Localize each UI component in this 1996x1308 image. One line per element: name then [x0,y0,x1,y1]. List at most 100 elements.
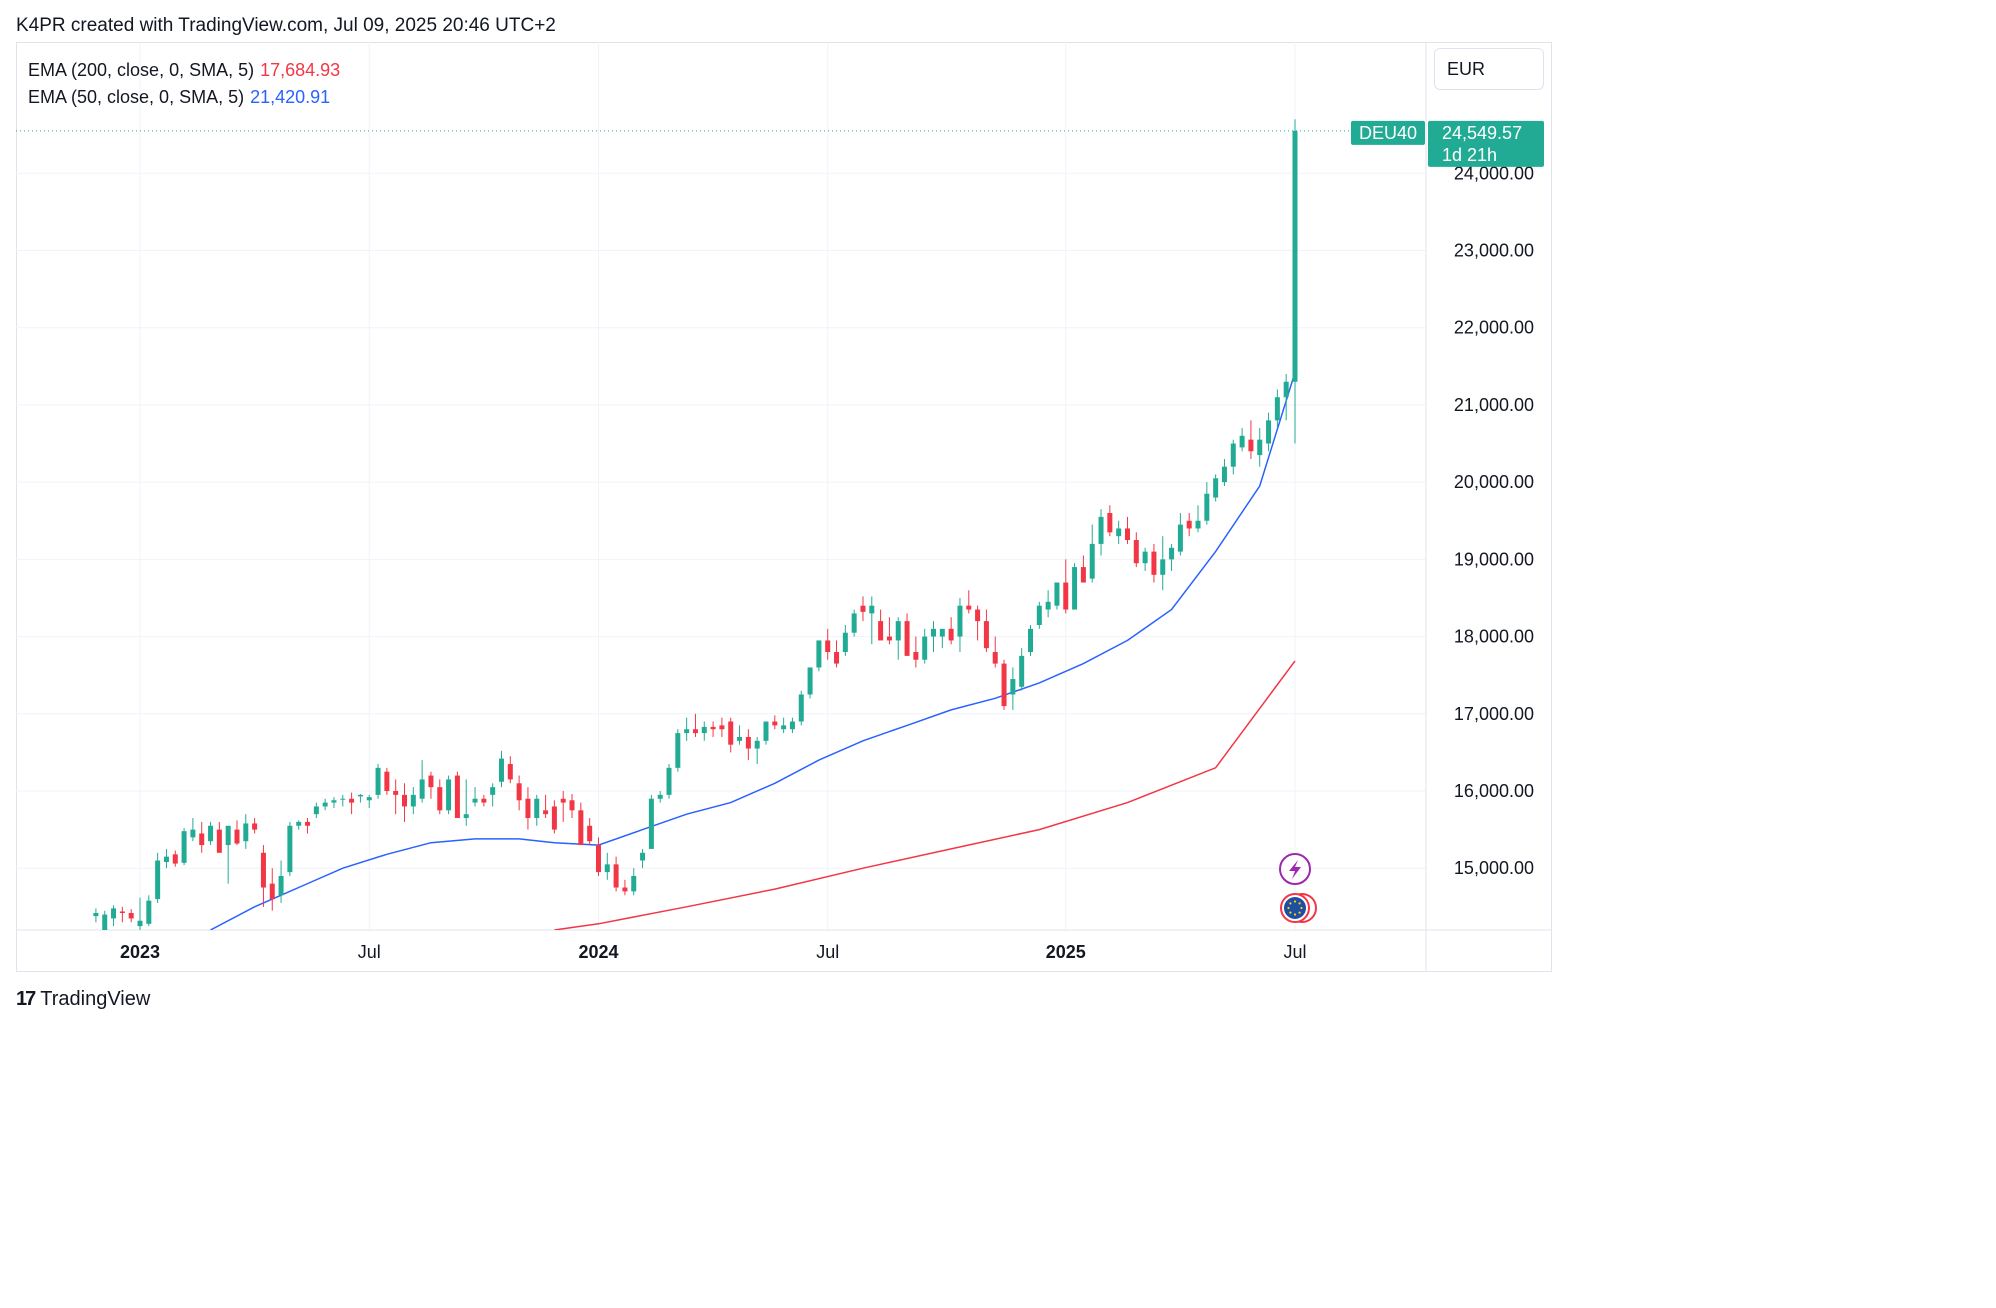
candle-body [260,852,266,888]
candle-body [446,779,452,811]
legend-ema200[interactable]: EMA (200, close, 0, SMA, 5) 17,684.93 [28,60,340,81]
candle-body [119,911,125,914]
candle-body [498,758,504,782]
candle-body [966,605,972,610]
candle-body [1274,397,1280,421]
legend-ema200-value: 17,684.93 [260,60,341,80]
candle-body [375,767,381,795]
candle-body [199,833,205,846]
candle-body [719,725,725,730]
candle-body [1283,381,1289,398]
x-axis-tick-label: 2024 [578,942,618,962]
candle-body [1204,493,1210,521]
candle-body [613,864,619,888]
candle-body [137,920,143,927]
candle-body [1107,513,1113,533]
price-tag-countdown: 1d 21h [1442,145,1497,165]
candle-body [1036,605,1042,625]
candle-body [939,628,945,637]
candle-body [305,821,311,826]
candle-body [1239,435,1245,448]
candle-body [1151,551,1157,575]
candle-body [886,636,892,641]
candle-body [842,632,848,653]
candle-body [737,736,743,741]
candle-body [640,852,646,861]
candle-body [225,825,231,846]
candle-body [992,652,998,664]
candle-body [1133,540,1139,564]
candle-body [551,806,557,830]
candle-body [525,798,531,819]
lightning-bolt-icon [1289,860,1301,879]
eu-flag-star [1293,900,1297,903]
candle-body [93,913,99,917]
ema50-line [210,372,1296,930]
candle-body [816,640,822,668]
y-axis-tick-label: 22,000.00 [1454,318,1534,338]
candle-body [1221,466,1227,483]
price-tag-value: 24,549.57 [1442,123,1522,143]
candle-body [1027,628,1033,653]
eu-flag-star [1298,902,1301,905]
candle-body [349,798,355,803]
candle-body [463,814,469,819]
candle-body [402,794,408,807]
y-axis-tick-label: 24,000.00 [1454,163,1534,183]
candle-body [904,621,910,656]
symbol-tag-bg [1351,120,1425,145]
candle-body [931,628,937,637]
y-axis-tick-label: 15,000.00 [1454,858,1534,878]
candle-body [587,825,593,842]
candle-body [851,613,857,633]
candle-body [481,798,487,803]
eu-flag-star [1287,906,1290,910]
candle-body [595,845,601,873]
chart-credit: K4PR created with TradingView.com, Jul 0… [16,15,556,36]
tradingview-logo[interactable]: 17 TradingView [16,988,150,1011]
eu-flag-star [1293,913,1297,916]
candle-body [490,787,496,795]
candle-body [648,798,654,849]
plot-area [93,119,1298,930]
candle-body [243,823,249,842]
eu-flag-star [1298,911,1301,914]
y-axis-tick-label: 23,000.00 [1454,240,1534,260]
candle-body [1257,439,1263,456]
legend-ema50-value: 21,420.91 [250,87,331,107]
candle-body [922,636,928,660]
candle-body [666,767,672,795]
candle-body [569,800,575,811]
candle-body [1080,567,1086,583]
candle-body [102,914,108,930]
candle-body [278,875,284,896]
price-tag-bg[interactable] [1428,120,1544,167]
candle-body [1266,420,1272,444]
tradingview-logo-icon: 17 [16,988,36,1010]
legend-ema50[interactable]: EMA (50, close, 0, SMA, 5) 21,420.91 [28,87,330,108]
candle-body [860,605,866,612]
candle-body [208,825,214,842]
candle-body [763,721,769,741]
chart-frame [16,42,1552,972]
candle-body [869,605,875,614]
candle-body [1248,439,1254,452]
candle-body [807,667,813,695]
candle-body [507,763,513,780]
x-axis-tick-label: 2025 [1046,942,1086,962]
candle-body [675,733,681,768]
eu-flag-star [1300,906,1303,910]
candle-body [252,823,258,830]
candle-body [578,810,584,846]
candle-body [948,628,954,641]
y-axis-tick-label: 18,000.00 [1454,627,1534,647]
candle-body [878,621,884,641]
eu-flag-icon [1284,897,1306,919]
candle-body [534,798,540,819]
candle-body [155,860,161,900]
price-chart[interactable]: 15,000.00 16,000.00 17,000.00 18,000.00 19,0… [0,0,1568,1027]
candle-body [622,887,628,892]
candle-body [957,605,963,637]
candle-body [357,794,363,797]
currency-selector[interactable]: EUR [1434,48,1544,90]
